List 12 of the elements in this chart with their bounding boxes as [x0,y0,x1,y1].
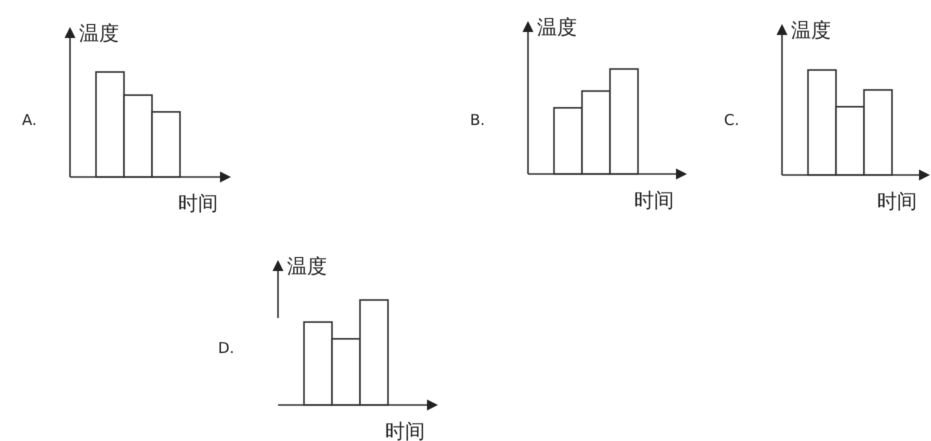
text: C. [724,111,740,129]
x-axis-title: 时间 [385,419,425,441]
text: A. [22,111,37,129]
text: B. [470,111,486,129]
y-axis-title: 温度 [79,21,119,45]
y-axis-title: 温度 [287,254,327,278]
y-axis-title: 温度 [537,15,577,39]
x-axis-title: 时间 [634,188,674,212]
x-axis-title: 时间 [877,189,917,213]
x-axis-title: 时间 [178,191,218,215]
y-axis-title: 温度 [791,18,831,42]
text: D. [218,339,234,357]
